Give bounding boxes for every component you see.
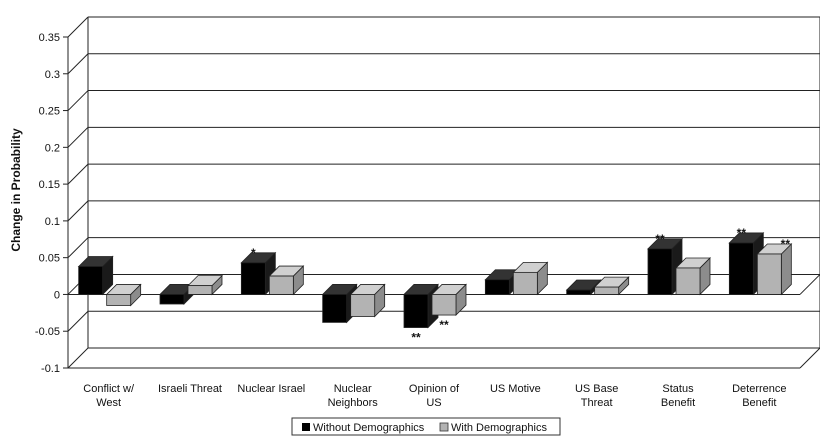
bar-front (78, 266, 104, 295)
y-tick-label: 0.1 (45, 216, 60, 228)
legend-label-with-demographics: With Demographics (451, 422, 547, 434)
y-tick-label: -0.1 (41, 363, 60, 375)
x-tick-label: Nuclear (334, 383, 372, 395)
bar (349, 283, 386, 318)
x-tick-label: US Motive (490, 383, 541, 395)
y-tick-label: 0.25 (39, 106, 60, 118)
y-tick-label: 0.15 (39, 179, 60, 191)
bar-front (350, 294, 376, 317)
gridline-depth (67, 90, 89, 111)
bar-front (187, 285, 213, 295)
significance-marker: ** (781, 237, 791, 251)
x-axis-bottom-depth (799, 347, 820, 369)
significance-marker: ** (737, 226, 747, 240)
significance-marker: ** (411, 331, 421, 345)
legend: Without Demographics With Demographics (291, 417, 561, 436)
bar (675, 256, 711, 296)
gridline-depth (67, 310, 89, 332)
y-tick-label: 0.35 (39, 32, 60, 44)
bar (512, 261, 549, 296)
x-tick-label: Opinion of (409, 383, 460, 395)
bars (77, 231, 793, 329)
gridline-depth (67, 237, 89, 259)
bar (187, 274, 223, 296)
bar (431, 283, 467, 317)
significance-marker: * (251, 246, 256, 260)
y-axis-title: Change in Probability (9, 128, 23, 252)
y-tick-label: 0 (54, 289, 60, 301)
y-tick-label: -0.05 (35, 326, 60, 338)
bar-front (240, 262, 266, 295)
bar (756, 243, 793, 296)
gridline-depth (67, 200, 89, 222)
gridline-depth (67, 163, 89, 185)
bar-front (566, 289, 592, 295)
x-tick-label: Benefit (742, 397, 776, 409)
x-tick-label: Threat (581, 397, 613, 409)
bar-front (106, 294, 132, 306)
x-tick-label: Benefit (661, 397, 695, 409)
legend-label-without-demographics: Without Demographics (313, 422, 425, 434)
bar-front (594, 286, 620, 295)
y-tick-label: 0.3 (45, 69, 60, 81)
legend-box (291, 417, 561, 436)
bar (77, 255, 114, 296)
x-tick-label: West (96, 397, 121, 409)
bar-front (159, 294, 185, 305)
x-tick-label: Israeli Threat (158, 383, 222, 395)
bar (240, 251, 277, 296)
x-tick-label: Status (662, 383, 694, 395)
bar-front (675, 267, 701, 295)
x-tick-label: Neighbors (328, 397, 379, 409)
bar (593, 276, 630, 296)
gridline-depth (67, 126, 89, 148)
bar-front (431, 294, 457, 316)
legend-swatch-with-demographics (439, 422, 449, 432)
gridline-depth (67, 347, 89, 369)
bar-front (647, 248, 673, 295)
x-tick-label: US Base (575, 383, 618, 395)
labels: 0.35 0.3 0.25 0.2 0.15 0.1 0.05 0 -0.05 -0.1 Confl… (35, 32, 790, 409)
bar (403, 283, 439, 329)
gridline-depth (67, 16, 89, 38)
bar-front (756, 253, 782, 295)
bar-front (268, 275, 294, 295)
bar-front (322, 294, 348, 323)
bar-front (403, 294, 429, 328)
bar (268, 265, 305, 296)
y-tick-label: 0.05 (39, 253, 60, 265)
x-tick-label: US (426, 397, 441, 409)
bar (105, 283, 142, 307)
bar-front (512, 271, 538, 295)
zero-line-depth (799, 274, 820, 295)
significance-marker: ** (439, 318, 449, 332)
bar-front (484, 279, 510, 295)
x-tick-label: Conflict w/ (83, 383, 135, 395)
legend-swatch-without-demographics (302, 423, 310, 431)
gridline-depth (67, 53, 89, 75)
significance-marker: ** (655, 232, 665, 246)
y-tick-label: 0.2 (45, 142, 60, 154)
x-tick-label: Nuclear Israel (237, 383, 305, 395)
bar-front (728, 242, 754, 295)
x-tick-label: Deterrence (732, 383, 786, 395)
